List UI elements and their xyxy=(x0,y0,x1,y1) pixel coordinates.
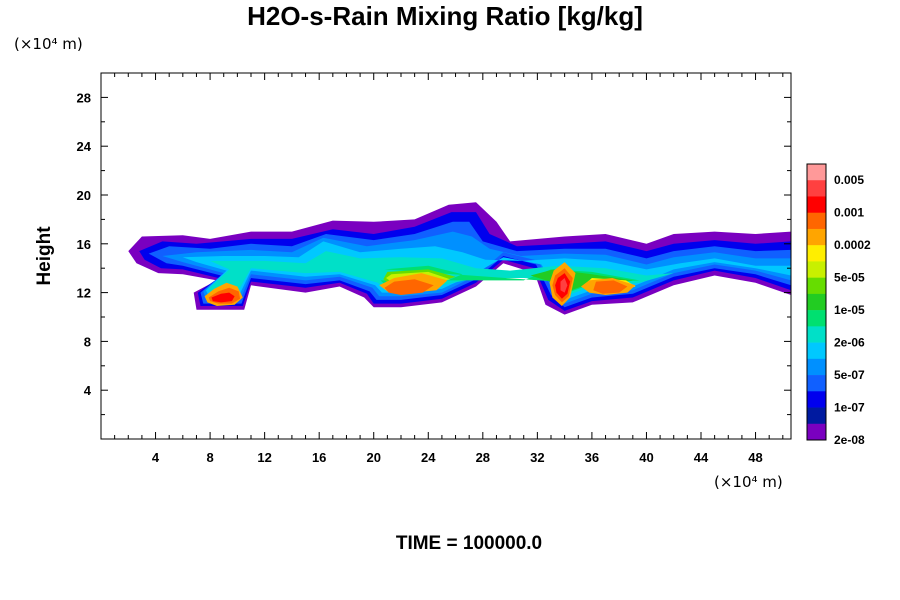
legend-swatch xyxy=(807,228,826,246)
x-tick-label: 36 xyxy=(585,450,599,465)
legend-swatch xyxy=(807,261,826,278)
x-tick-label: 16 xyxy=(312,450,326,465)
legend-swatch xyxy=(807,375,826,392)
y-tick-label: 8 xyxy=(84,334,91,349)
legend-label: 5e-05 xyxy=(834,271,865,285)
x-tick-label: 40 xyxy=(639,450,653,465)
legend-label: 1e-05 xyxy=(834,303,865,317)
legend-swatch xyxy=(807,326,826,343)
x-tick-label: 44 xyxy=(694,450,709,465)
legend-label: 2e-06 xyxy=(834,336,865,350)
y-tick-label: 20 xyxy=(77,188,91,203)
contour-layer-20 xyxy=(211,292,235,303)
time-label: TIME = 100000.0 xyxy=(396,533,542,554)
contour-layer-17 xyxy=(593,280,628,294)
legend-label: 5e-07 xyxy=(834,368,865,382)
color-legend: 0.005 0.001 0.0002 5e-05 1e-05 2e-06 5e-07 1e-0… xyxy=(806,163,871,447)
legend-label: 0.005 xyxy=(834,173,864,187)
y-tick-label: 12 xyxy=(77,286,91,301)
x-tick-label: 48 xyxy=(748,450,762,465)
legend-frame xyxy=(806,163,827,441)
chart-title: H2O-s-Rain Mixing Ratio [kg/kg] xyxy=(247,1,643,31)
legend-swatch xyxy=(807,423,826,441)
y-tick-label: 24 xyxy=(77,139,92,154)
legend-swatch xyxy=(807,407,826,425)
y-tick-label: 4 xyxy=(84,383,92,398)
y-tick-label: 28 xyxy=(77,90,91,105)
legend-swatch xyxy=(807,180,826,197)
x-tick-label: 4 xyxy=(152,450,160,465)
x-tick-label: 20 xyxy=(366,450,380,465)
legend-swatch xyxy=(807,358,826,376)
legend-swatch xyxy=(807,245,826,262)
contour-layer-21 xyxy=(560,278,568,293)
x-tick-label: 28 xyxy=(476,450,490,465)
legend-swatch xyxy=(807,277,826,295)
legend-swatch xyxy=(807,293,826,311)
y-axis-label: Height xyxy=(34,226,55,286)
x-tick-label: 8 xyxy=(206,450,213,465)
legend-swatch xyxy=(807,342,826,360)
y-tick-label: 16 xyxy=(77,237,91,252)
legend-label: 0.001 xyxy=(834,206,864,220)
x-tick-label: 24 xyxy=(421,450,436,465)
y-unit-label: (×10⁴ m) xyxy=(14,35,83,53)
legend-swatch xyxy=(807,196,826,214)
legend-swatch xyxy=(807,310,826,327)
x-unit-label: (×10⁴ m) xyxy=(714,473,783,491)
x-tick-label: 12 xyxy=(257,450,271,465)
plot-frame xyxy=(100,72,792,440)
contour-layer-15 xyxy=(384,279,434,295)
legend-swatch xyxy=(807,212,826,230)
legend-swatch xyxy=(807,164,826,181)
x-tick-label: 32 xyxy=(530,450,544,465)
legend-label: 1e-07 xyxy=(834,401,865,415)
legend-label: 2e-08 xyxy=(834,433,865,447)
legend-label: 0.0002 xyxy=(834,238,871,252)
legend-swatch xyxy=(807,391,826,408)
plot-area xyxy=(128,202,791,315)
